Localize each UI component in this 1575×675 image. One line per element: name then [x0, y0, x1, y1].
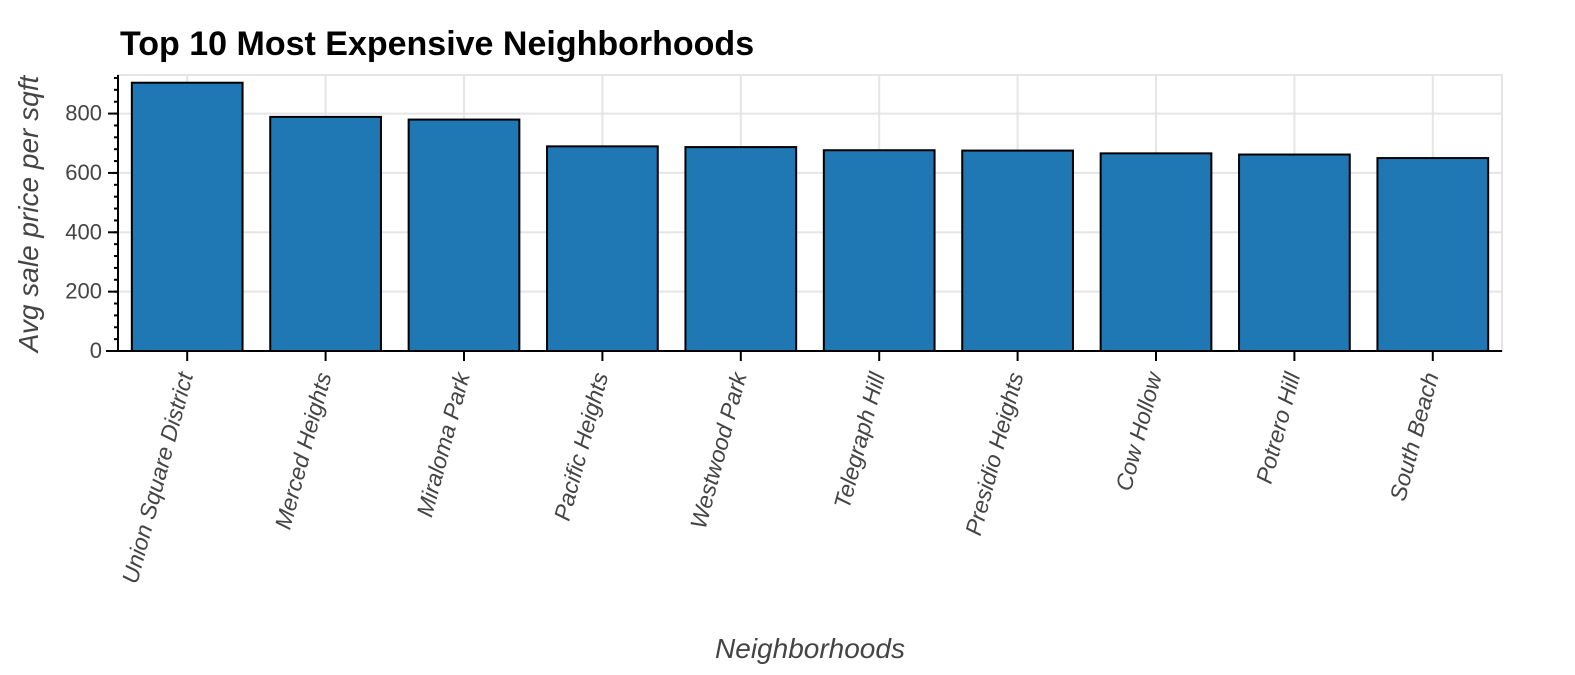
bar [130, 81, 244, 353]
y-ticks: 0 200 400 600 800 [65, 101, 102, 363]
x-tick-label: Merced Heights [270, 369, 337, 532]
y-axis-label: Avg sale price per sqft [13, 75, 44, 355]
bars [130, 81, 1490, 353]
x-tick-label: Westwood Park [685, 368, 752, 531]
x-tick-label: Telegraph Hill [829, 369, 891, 512]
bar [1099, 152, 1213, 352]
x-axis-label: Neighborhoods [715, 633, 905, 664]
bar [546, 145, 659, 352]
y-tick-label: 0 [90, 338, 102, 363]
y-tick-label: 400 [65, 219, 102, 244]
x-tick-label: Miraloma Park [411, 368, 475, 519]
bar [961, 149, 1074, 352]
y-tick-label: 600 [65, 160, 102, 185]
x-tick-label: Presidio Heights [960, 369, 1029, 538]
bar [684, 146, 798, 352]
axes [106, 75, 1502, 361]
y-tick-label: 800 [65, 101, 102, 126]
bar [822, 149, 936, 352]
y-tick-label: 200 [65, 279, 102, 304]
bar [1238, 153, 1351, 352]
x-ticks: Union Square District Merced Heights Miral… [117, 368, 1444, 586]
x-tick-label: Pacific Heights [549, 369, 614, 523]
x-tick-label: Potrero Hill [1251, 369, 1306, 486]
x-tick-label: South Beach [1384, 370, 1443, 504]
x-tick-label: Union Square District [117, 368, 199, 586]
bar [1376, 157, 1490, 352]
bar [407, 118, 521, 353]
chart-title: Top 10 Most Expensive Neighborhoods [120, 25, 754, 63]
x-tick-label: Cow Hollow [1110, 368, 1167, 493]
bar [269, 115, 382, 353]
